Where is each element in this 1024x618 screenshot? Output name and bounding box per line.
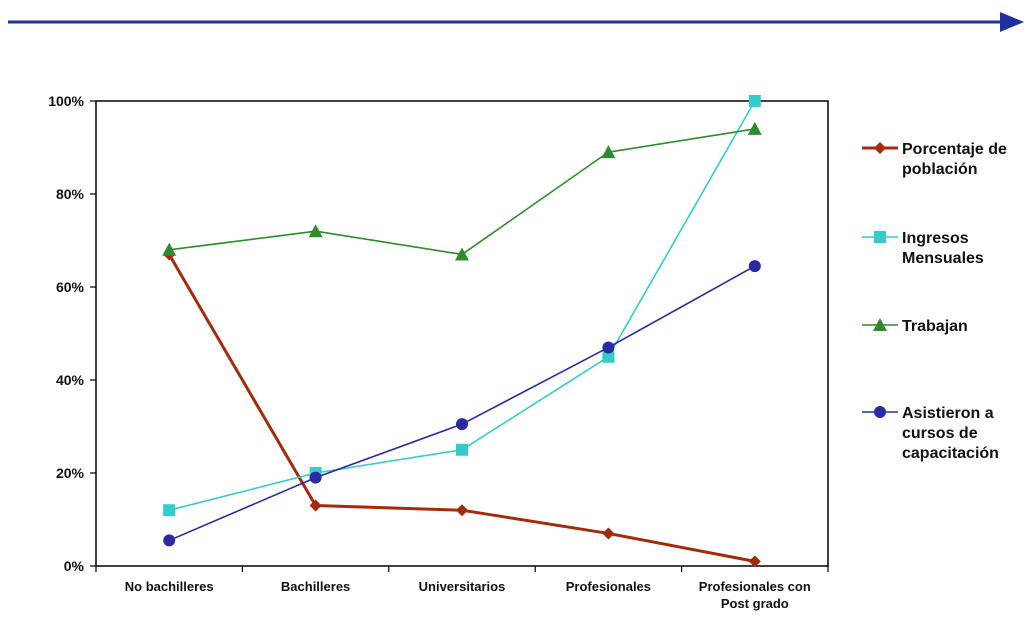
legend-swatch-marker [874, 142, 886, 154]
legend-item-porcentaje-de-poblacion: Porcentaje de población [862, 141, 1007, 178]
legend-item-asistieron-a-cursos-de-capacitacion: Asistieron a cursos de capacitación [862, 405, 999, 462]
x-tick-label: Profesionales [566, 579, 651, 594]
legend-swatch-marker [873, 318, 887, 331]
y-tick-label: 0% [64, 558, 85, 574]
legend-label: Porcentaje de población [902, 141, 1007, 178]
data-point [163, 534, 176, 547]
data-point [602, 527, 615, 540]
data-point [456, 443, 468, 456]
x-tick-label: No bachilleres [125, 579, 214, 594]
series-asistieron-a-cursos-de-capacitacion [163, 260, 761, 547]
legend-swatch-marker [874, 406, 886, 418]
data-point [602, 350, 615, 363]
legend-item-ingresos-mensuales: Ingresos Mensuales [862, 230, 984, 267]
data-point [308, 224, 323, 238]
data-point [456, 504, 468, 517]
legend-label: Asistieron a cursos de capacitación [902, 405, 999, 462]
legend-swatch-marker [874, 231, 886, 243]
series-trabajan [162, 121, 762, 261]
legend-item-trabajan: Trabajan [862, 318, 968, 335]
data-point [602, 341, 615, 354]
data-point [456, 418, 468, 431]
y-tick-label: 100% [48, 93, 84, 109]
data-point [309, 471, 322, 484]
data-point [163, 504, 176, 517]
plot-frame [95, 100, 829, 567]
data-point [162, 242, 177, 256]
header-arrow-head [1000, 12, 1024, 32]
data-point [748, 260, 761, 273]
x-tick-label: Universitarios [419, 579, 506, 594]
legend-label: Ingresos Mensuales [902, 230, 984, 267]
data-point [455, 247, 469, 261]
series-porcentaje-de-poblacion [163, 248, 761, 568]
series-layer [162, 95, 762, 568]
data-point [748, 555, 761, 568]
data-point [309, 499, 322, 512]
y-tick-label: 80% [56, 186, 85, 202]
data-point [748, 95, 761, 107]
x-tick-label: Profesionales con Post grado [699, 579, 811, 611]
y-tick-label: 40% [56, 372, 85, 388]
data-point [747, 121, 762, 135]
y-tick-label: 20% [56, 465, 85, 481]
series-ingresos-mensuales [163, 95, 761, 517]
data-point [601, 145, 616, 159]
legend-label: Trabajan [902, 318, 968, 335]
series-line [169, 128, 755, 256]
x-tick-label: Bachilleres [281, 579, 350, 594]
legend: Porcentaje de población Ingresos Mensuales T… [862, 141, 1007, 462]
y-tick-label: 60% [56, 279, 85, 295]
plot-area: 0% 20% 40% 60% 80% 100% No bachilleres Bachille… [48, 93, 829, 611]
header-arrow [8, 12, 1024, 32]
